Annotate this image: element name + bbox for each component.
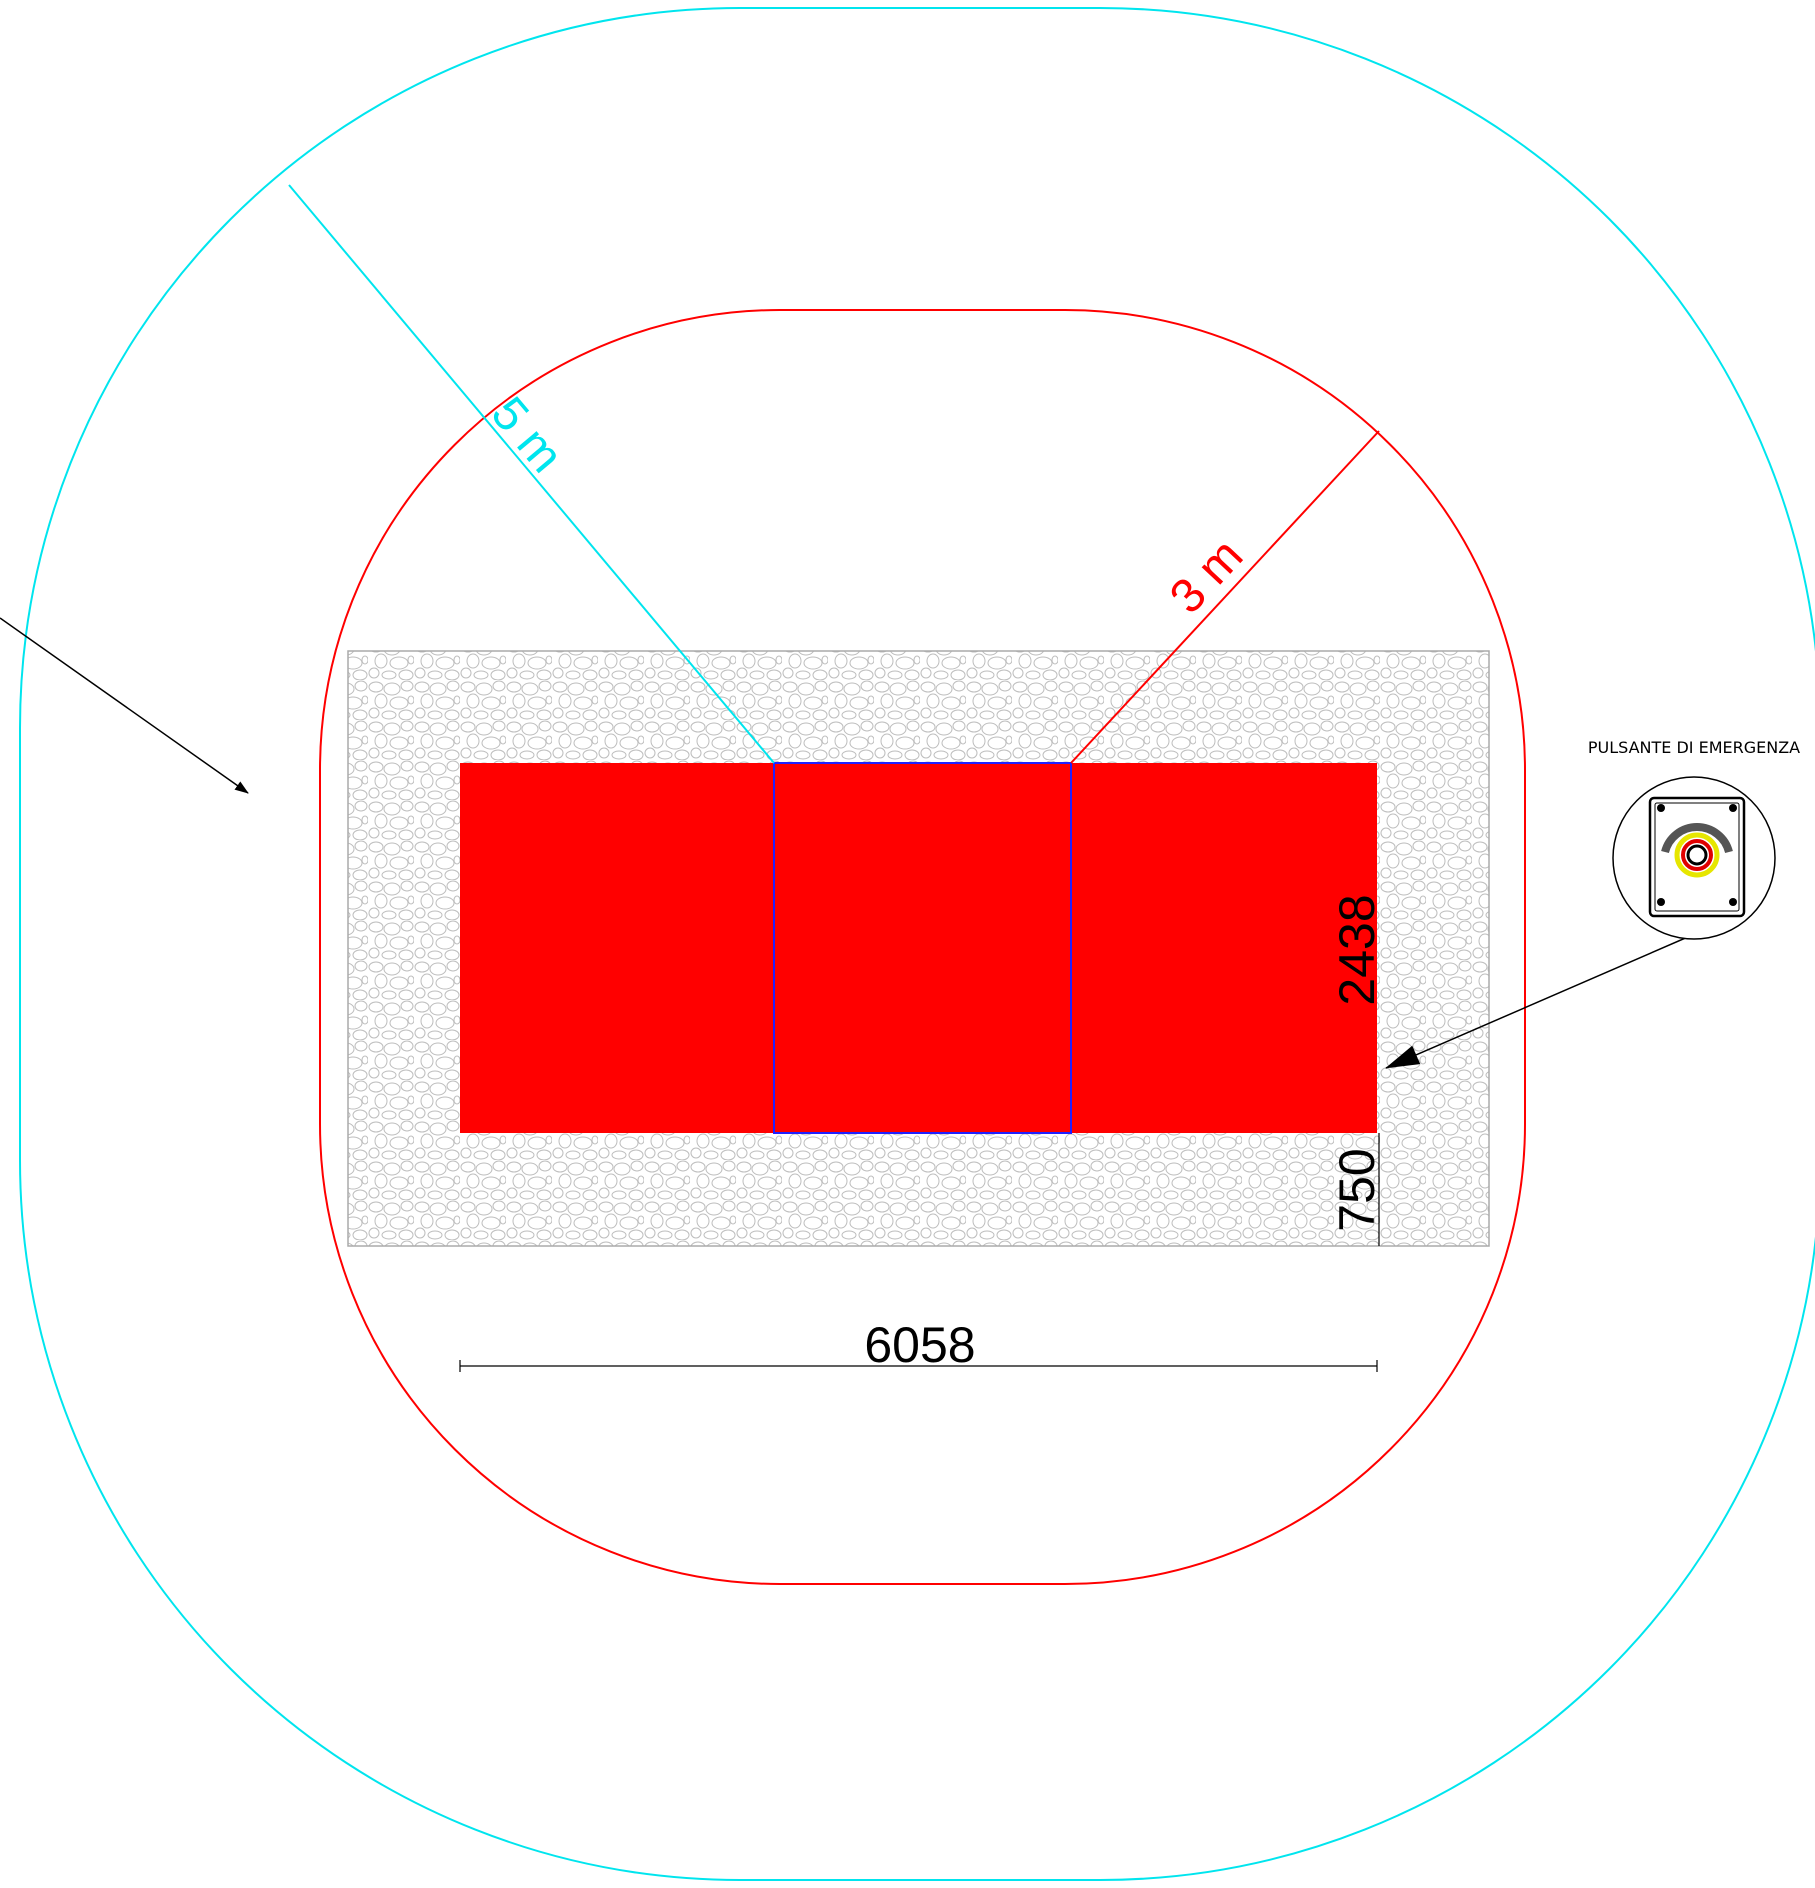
emergency-stop-button-icon	[1612, 776, 1776, 940]
emergency-button-leader-arrow	[1385, 932, 1698, 1069]
inner-safety-zone-boundary	[319, 309, 1526, 1585]
width-dimension-label: 2438	[1329, 894, 1385, 1005]
outer-radius-line	[288, 184, 775, 764]
gravel-margin-dimension-label: 750	[1329, 1148, 1385, 1231]
incoming-pointer-arrow	[0, 617, 249, 794]
container-door-section	[773, 762, 1072, 1134]
inner-radius-line	[1070, 430, 1380, 764]
length-dimension-label: 6058	[864, 1317, 975, 1373]
inner-radius-label: 3 m	[1160, 529, 1253, 624]
emergency-button-label: PULSANTE DI EMERGENZA	[1588, 738, 1800, 757]
outer-radius-label: 5 m	[481, 387, 573, 482]
outer-safety-zone-boundary	[19, 7, 1815, 1881]
